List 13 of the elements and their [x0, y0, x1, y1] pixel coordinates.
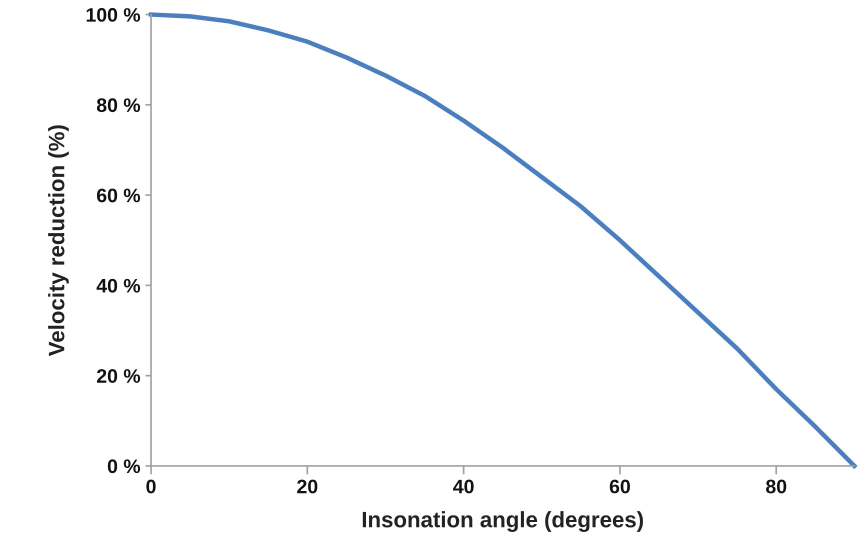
y-tick-label: 20 % — [96, 369, 140, 383]
x-tick-label: 0 — [146, 480, 156, 494]
y-tick-label: 40 % — [96, 278, 140, 293]
x-tick-label: 40 — [453, 480, 474, 494]
x-axis-title: Insonation angle (degrees) — [362, 511, 643, 532]
y-axis-title: Velocity reduction (%) — [48, 125, 69, 356]
y-tick-label: 60 % — [97, 188, 140, 202]
y-tick-label: 80 % — [96, 98, 140, 112]
y-tick-label: 100 % — [86, 8, 140, 22]
x-tick-label: 20 — [297, 480, 318, 494]
x-tick-label: 80 — [766, 480, 786, 494]
y-tick-label: 0 % — [108, 459, 140, 474]
x-tick-label: 60 — [610, 480, 630, 494]
